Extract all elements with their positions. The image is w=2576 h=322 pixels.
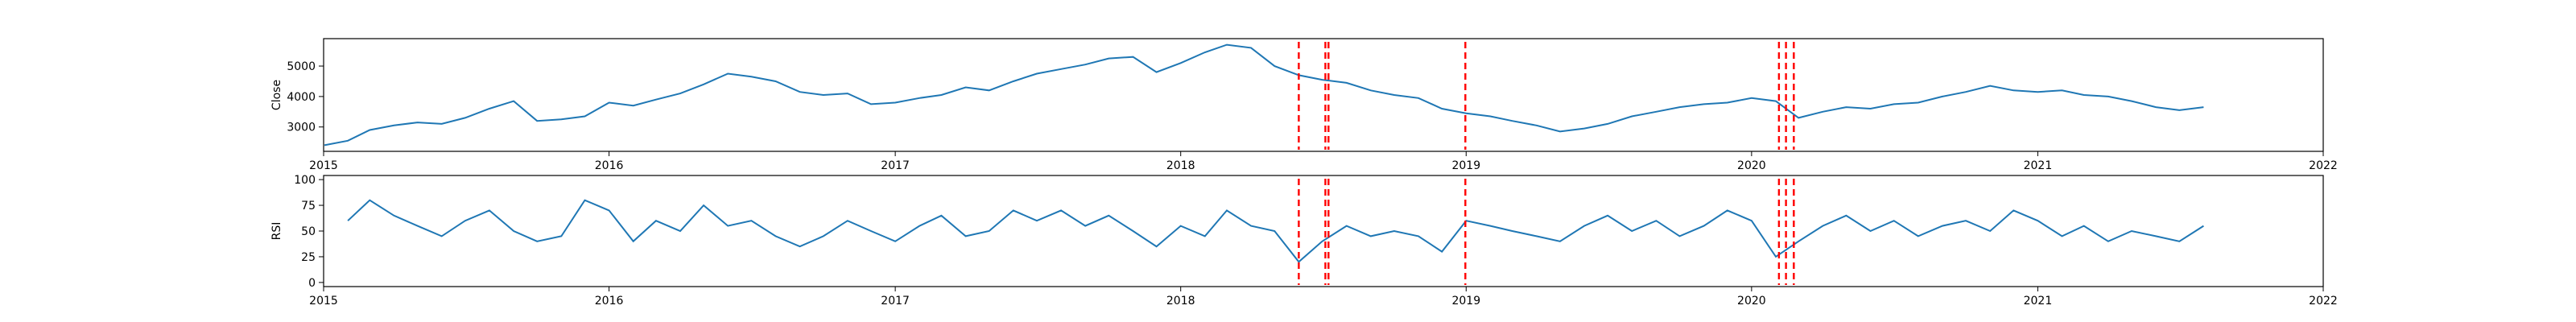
axes-frame: [323, 175, 2324, 287]
x-tick-label: 2018: [1166, 295, 1195, 308]
x-tick-label: 2016: [595, 159, 624, 172]
x-tick-label: 2022: [2309, 159, 2338, 172]
y-axis-label: RSI: [270, 222, 283, 241]
x-tick-label: 2019: [1451, 295, 1480, 308]
y-tick-label: 0: [308, 277, 316, 290]
y-tick-label: 100: [294, 174, 316, 187]
x-tick-label: 2020: [1737, 159, 1766, 172]
close-price-panel: 2015 2016 2017 2018 2019 2020 2021 2022 3000 4000…: [270, 38, 2338, 172]
x-tick-label: 2015: [309, 159, 338, 172]
x-tick-label: 2021: [2024, 159, 2053, 172]
x-tick-label: 2015: [309, 295, 338, 308]
y-tick-label: 3000: [287, 122, 316, 134]
x-tick-label: 2016: [595, 295, 624, 308]
x-tick-label: 2021: [2024, 295, 2053, 308]
x-tick-label: 2019: [1451, 159, 1480, 172]
y-tick-label: 25: [301, 251, 316, 264]
rsi-panel: 2015 2016 2017 2018 2019 2020 2021 2022 0 25 50 75 1…: [270, 174, 2338, 308]
x-tick-label: 2017: [881, 159, 910, 172]
x-tick-label: 2020: [1737, 295, 1766, 308]
axes-frame: [323, 38, 2324, 152]
y-tick-label: 75: [301, 200, 316, 213]
series-line: [324, 43, 2204, 147]
y-axis-label: Close: [270, 80, 283, 110]
x-tick-label: 2022: [2309, 295, 2338, 308]
x-tick-label: 2018: [1166, 159, 1195, 172]
y-tick-label: 5000: [287, 60, 316, 73]
series-line: [347, 199, 2204, 263]
y-tick-label: 50: [301, 225, 316, 238]
y-tick-label: 4000: [287, 91, 316, 104]
x-tick-label: 2017: [881, 295, 910, 308]
